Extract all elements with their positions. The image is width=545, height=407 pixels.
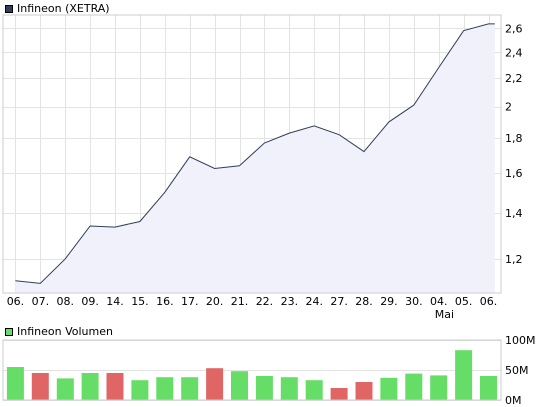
price-x-tick-label: 09. xyxy=(81,295,99,308)
price-x-tick-label: 28. xyxy=(355,295,373,308)
price-x-tick-label: 20. xyxy=(206,295,224,308)
volume-bar xyxy=(405,373,423,400)
volume-bar xyxy=(206,368,224,400)
price-x-tick-label: 16. xyxy=(156,295,174,308)
volume-bar xyxy=(181,377,199,400)
price-x-tick-label: 21. xyxy=(231,295,249,308)
price-y-tick-label: 1,2 xyxy=(505,253,523,266)
price-y-tick-label: 2,2 xyxy=(505,72,523,85)
price-x-tick-label: 07. xyxy=(32,295,50,308)
price-y-tick-label: 1,4 xyxy=(505,207,523,220)
price-line xyxy=(15,23,495,284)
volume-bar xyxy=(455,350,473,400)
price-legend-swatch xyxy=(5,5,13,13)
volume-bar xyxy=(81,373,99,400)
volume-bar xyxy=(355,382,373,400)
volume-y-tick-label: 50M xyxy=(505,364,529,377)
volume-bar xyxy=(480,376,497,400)
price-y-tick-label: 1,8 xyxy=(505,132,523,145)
volume-plot-border xyxy=(2,339,502,401)
price-x-tick-label: 06. xyxy=(480,295,498,308)
price-legend-label: Infineon (XETRA) xyxy=(17,2,110,15)
volume-legend-label: Infineon Volumen xyxy=(17,325,113,338)
price-x-tick-label: 22. xyxy=(256,295,274,308)
price-x-tick-label: 08. xyxy=(57,295,75,308)
price-x-tick-label: 30. xyxy=(405,295,423,308)
volume-bar xyxy=(156,377,174,400)
volume-y-tick-label: 100M xyxy=(505,334,536,347)
volume-bar xyxy=(6,367,24,400)
price-y-tick-label: 2,6 xyxy=(505,22,523,35)
price-x-tick-label: 15. xyxy=(131,295,149,308)
volume-bar xyxy=(131,380,149,400)
volume-y-tick-label: 0M xyxy=(505,394,522,407)
price-x-tick-label: 05. xyxy=(455,295,473,308)
volume-legend: Infineon Volumen xyxy=(5,326,113,338)
price-x-month-label: Mai xyxy=(435,308,454,321)
volume-bar xyxy=(106,373,124,400)
price-x-tick-label: 17. xyxy=(181,295,199,308)
volume-bar xyxy=(330,388,348,400)
price-plot-border xyxy=(2,14,502,294)
volume-bar xyxy=(380,377,398,400)
volume-bar xyxy=(305,380,323,400)
price-x-tick-label: 04. xyxy=(430,295,448,308)
price-y-tick-label: 1,6 xyxy=(505,167,523,180)
price-area xyxy=(15,23,495,294)
price-x-tick-label: 23. xyxy=(281,295,299,308)
volume-bar xyxy=(31,373,49,400)
volume-legend-swatch xyxy=(5,328,13,336)
price-y-tick-label: 2,4 xyxy=(505,46,523,59)
price-x-tick-label: 06. xyxy=(7,295,25,308)
volume-bar xyxy=(430,375,448,400)
price-legend: Infineon (XETRA) xyxy=(5,3,110,15)
price-x-tick-label: 24. xyxy=(306,295,324,308)
price-y-tick-label: 2 xyxy=(505,101,512,114)
volume-bar xyxy=(255,376,273,400)
price-x-tick-label: 27. xyxy=(330,295,348,308)
volume-bar xyxy=(56,378,74,400)
volume-bar xyxy=(280,377,298,400)
price-x-tick-label: 29. xyxy=(380,295,398,308)
price-x-tick-label: 14. xyxy=(106,295,124,308)
volume-bar xyxy=(231,371,248,400)
